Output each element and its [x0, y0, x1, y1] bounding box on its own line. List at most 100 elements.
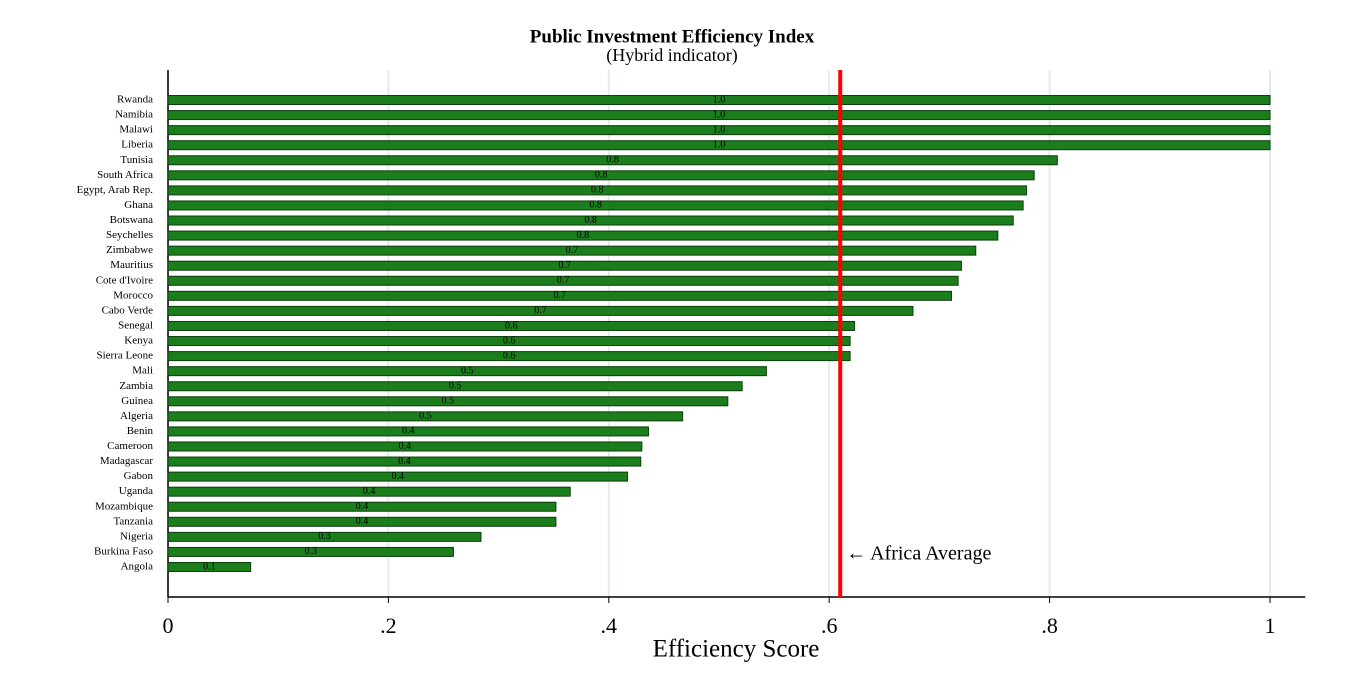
- bar: [167, 486, 571, 497]
- value-label: 0.6: [505, 320, 518, 331]
- bar: [167, 185, 1027, 196]
- value-label: 0.7: [534, 305, 547, 316]
- y-tick-label: Egypt, Arab Rep.: [77, 184, 154, 196]
- bar: [167, 260, 962, 271]
- y-tick-label: Kenya: [124, 335, 153, 347]
- value-label: 0.7: [566, 245, 579, 256]
- bar: [167, 155, 1058, 166]
- value-label: 0.4: [399, 441, 412, 452]
- value-label: 0.4: [398, 456, 411, 467]
- bar: [167, 441, 643, 452]
- bar: [167, 336, 851, 347]
- bar: [167, 200, 1024, 211]
- value-label: 0.6: [503, 335, 516, 346]
- bar: [167, 516, 557, 527]
- value-label: 0.8: [577, 230, 590, 241]
- value-label: 1.0: [713, 109, 726, 120]
- y-tick-label: Sierra Leone: [97, 350, 154, 362]
- bar: [167, 381, 743, 392]
- x-tick-label: .8: [1041, 613, 1058, 638]
- value-label: 1.0: [713, 139, 726, 150]
- bar: [167, 305, 914, 316]
- y-tick-label: South Africa: [97, 169, 153, 181]
- y-tick-label: Rwanda: [117, 94, 153, 106]
- value-label: 0.6: [503, 350, 516, 361]
- bar: [167, 396, 729, 407]
- bar: [167, 110, 1271, 121]
- y-tick-label: Zimbabwe: [106, 244, 153, 256]
- x-tick-label: .4: [601, 613, 618, 638]
- y-tick-label: Ghana: [124, 199, 153, 211]
- x-tick-label: .2: [380, 613, 397, 638]
- y-tick-label: Benin: [127, 425, 154, 437]
- y-tick-label: Tunisia: [120, 154, 153, 166]
- value-label: 1.0: [713, 124, 726, 135]
- bar: [167, 531, 482, 542]
- y-tick-label: Senegal: [118, 319, 153, 331]
- bar: [167, 426, 649, 437]
- y-tick-label: Mozambique: [95, 500, 153, 512]
- value-label: 0.5: [442, 396, 455, 407]
- value-label: 0.8: [591, 185, 604, 196]
- reference-label: ← Africa Average: [846, 543, 991, 565]
- value-label: 0.7: [554, 290, 567, 301]
- value-label: 0.8: [595, 170, 608, 181]
- x-tick-label: .6: [821, 613, 838, 638]
- y-tick-label: Liberia: [121, 139, 153, 151]
- bar: [167, 170, 1035, 181]
- value-label: 0.3: [304, 546, 317, 557]
- value-label: 0.5: [419, 411, 432, 422]
- y-tick-label: Cote d'Ivoire: [96, 274, 153, 286]
- value-label: 0.8: [606, 155, 619, 166]
- bar: [167, 366, 767, 377]
- bar: [167, 245, 977, 256]
- value-label: 0.4: [363, 486, 376, 497]
- y-tick-label: Nigeria: [120, 530, 153, 542]
- value-label: 0.5: [461, 365, 474, 376]
- y-tick-label: Gabon: [124, 470, 154, 482]
- y-tick-label: Mali: [132, 365, 153, 377]
- value-label: 0.4: [356, 516, 369, 527]
- bar: [167, 275, 959, 286]
- y-tick-label: Burkina Faso: [94, 545, 153, 557]
- value-label: 0.4: [392, 471, 405, 482]
- bar: [167, 95, 1271, 105]
- value-label: 0.7: [558, 260, 571, 271]
- y-tick-label: Algeria: [120, 410, 153, 422]
- y-tick-label: Morocco: [113, 289, 153, 301]
- x-tick-label: 1: [1265, 613, 1276, 638]
- value-label: 0.4: [402, 426, 415, 437]
- bar: [167, 351, 851, 362]
- chart-title: Public Investment Efficiency Index: [530, 26, 815, 47]
- y-tick-label: Angola: [121, 561, 154, 573]
- bar: [167, 562, 252, 572]
- y-tick-label: Botswana: [110, 214, 154, 226]
- y-tick-label: Mauritius: [110, 259, 153, 271]
- value-label: 0.8: [584, 215, 597, 226]
- value-label: 1.0: [713, 94, 726, 105]
- x-tick-label: 0: [163, 613, 174, 638]
- x-axis-label: Efficiency Score: [653, 636, 820, 663]
- bar: [167, 140, 1271, 151]
- y-tick-label: Namibia: [115, 109, 153, 121]
- bar: [167, 546, 454, 557]
- bar: [167, 456, 642, 467]
- y-tick-label: Malawi: [119, 124, 153, 136]
- bar: [167, 320, 856, 331]
- bar: [167, 125, 1271, 136]
- bar: [167, 411, 684, 422]
- bar: [167, 215, 1014, 226]
- bar: [167, 230, 999, 241]
- bar: [167, 501, 557, 512]
- value-label: 0.1: [203, 561, 216, 572]
- y-tick-label: Cabo Verde: [102, 304, 154, 316]
- y-tick-label: Uganda: [119, 485, 153, 497]
- value-label: 0.4: [356, 501, 369, 512]
- y-tick-label: Madagascar: [100, 455, 153, 467]
- value-label: 0.5: [449, 381, 462, 392]
- y-tick-label: Tanzania: [113, 515, 153, 527]
- value-label: 0.7: [557, 275, 570, 286]
- y-tick-label: Guinea: [121, 395, 153, 407]
- chart-subtitle: (Hybrid indicator): [606, 45, 737, 66]
